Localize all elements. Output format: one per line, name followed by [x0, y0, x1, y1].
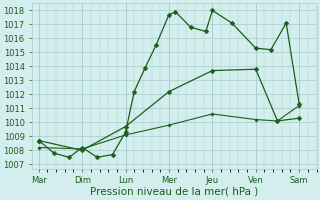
X-axis label: Pression niveau de la mer( hPa ): Pression niveau de la mer( hPa ) [90, 187, 259, 197]
